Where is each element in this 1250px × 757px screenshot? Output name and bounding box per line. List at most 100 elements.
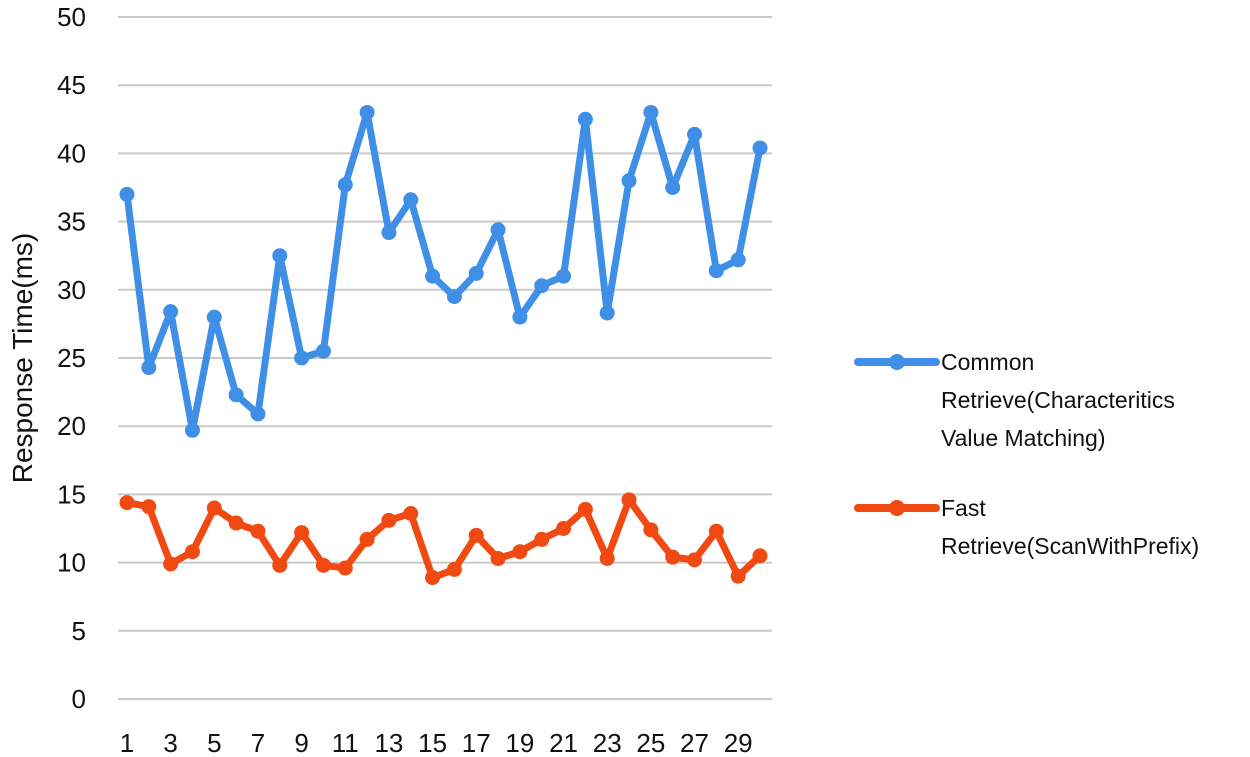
legend-label: Value Matching) <box>941 425 1106 451</box>
y-tick-label: 0 <box>72 684 86 714</box>
x-tick-label: 15 <box>418 728 447 757</box>
data-point <box>315 557 331 573</box>
y-tick-label: 50 <box>57 2 86 32</box>
y-tick-label: 45 <box>57 70 86 100</box>
legend-swatch-marker <box>889 500 905 516</box>
y-axis-title: Response Time(ms) <box>7 233 38 484</box>
y-tick-label: 30 <box>57 275 86 305</box>
legend-swatch-marker <box>889 354 905 370</box>
x-tick-label: 1 <box>120 728 134 757</box>
x-tick-label: 7 <box>251 728 265 757</box>
series-2 <box>119 492 768 586</box>
data-point <box>643 104 659 120</box>
data-point <box>381 225 397 241</box>
x-tick-label: 19 <box>505 728 534 757</box>
data-point <box>228 515 244 531</box>
data-point <box>730 252 746 268</box>
data-point <box>403 192 419 208</box>
data-point <box>446 289 462 305</box>
data-point <box>599 305 615 321</box>
data-point <box>294 525 310 541</box>
series-lines <box>119 104 768 586</box>
data-point <box>381 512 397 528</box>
data-point <box>403 505 419 521</box>
series-1 <box>119 104 768 438</box>
y-tick-label: 10 <box>57 548 86 578</box>
data-point <box>556 268 572 284</box>
x-tick-label: 9 <box>294 728 308 757</box>
data-point <box>490 222 506 238</box>
data-point <box>643 522 659 538</box>
x-tick-label: 11 <box>332 728 359 757</box>
y-tick-label: 15 <box>57 479 86 509</box>
x-tick-label: 25 <box>636 728 665 757</box>
data-point <box>228 387 244 403</box>
data-point <box>534 531 550 547</box>
data-point <box>665 549 681 565</box>
data-point <box>708 263 724 279</box>
y-tick-label: 20 <box>57 411 86 441</box>
legend-item: Fast Retrieve(ScanWithPrefix) <box>854 495 1199 559</box>
data-point <box>141 360 157 376</box>
data-point <box>119 186 135 202</box>
data-point <box>512 309 528 325</box>
series-line <box>123 496 764 582</box>
legend: Common Retrieve(Characteritics Value Match… <box>854 349 1199 559</box>
data-point <box>163 304 179 320</box>
series-line <box>123 108 764 434</box>
data-point <box>337 560 353 576</box>
data-point <box>446 561 462 577</box>
data-point <box>163 556 179 572</box>
data-point <box>577 111 593 127</box>
x-tick-label: 17 <box>462 728 491 757</box>
data-point <box>359 531 375 547</box>
data-point <box>687 552 703 568</box>
legend-label: Common <box>941 349 1034 375</box>
x-tick-label: 27 <box>680 728 709 757</box>
x-tick-label: 23 <box>593 728 622 757</box>
data-point <box>534 278 550 294</box>
data-point <box>250 406 266 422</box>
data-point <box>687 126 703 142</box>
legend-label: Retrieve(ScanWithPrefix) <box>941 533 1199 559</box>
y-axis-tick-labels: 0 5 10 15 20 25 30 35 40 45 50 <box>57 2 86 714</box>
data-point <box>708 523 724 539</box>
data-point <box>752 548 768 564</box>
legend-label: Fast <box>941 495 986 521</box>
data-point <box>294 350 310 366</box>
data-point <box>119 495 135 511</box>
data-point <box>621 173 637 189</box>
data-point <box>141 499 157 515</box>
data-point <box>359 104 375 120</box>
x-axis-tick-labels: 1 3 5 7 9 11 13 15 17 19 21 23 25 27 29 <box>120 728 753 757</box>
x-tick-label: 3 <box>163 728 177 757</box>
data-point <box>490 551 506 567</box>
data-point <box>425 570 441 586</box>
data-point <box>184 544 200 560</box>
data-point <box>206 309 222 325</box>
data-point <box>556 521 572 536</box>
data-point <box>752 140 768 156</box>
y-tick-label: 5 <box>72 616 86 646</box>
data-point <box>315 343 331 359</box>
data-point <box>665 180 681 195</box>
data-point <box>272 248 288 264</box>
x-tick-label: 5 <box>207 728 221 757</box>
legend-item: Common Retrieve(Characteritics Value Match… <box>854 349 1175 451</box>
data-point <box>512 544 528 560</box>
data-point <box>425 268 441 284</box>
data-point <box>337 177 353 193</box>
data-point <box>468 527 484 543</box>
y-tick-label: 25 <box>57 343 86 373</box>
data-point <box>184 422 200 438</box>
data-point <box>206 500 222 516</box>
x-tick-label: 21 <box>549 728 578 757</box>
data-point <box>621 492 637 508</box>
data-point <box>250 523 266 539</box>
y-tick-label: 35 <box>57 207 86 237</box>
data-point <box>272 557 288 573</box>
x-tick-label: 13 <box>374 728 403 757</box>
x-tick-label: 29 <box>724 728 753 757</box>
